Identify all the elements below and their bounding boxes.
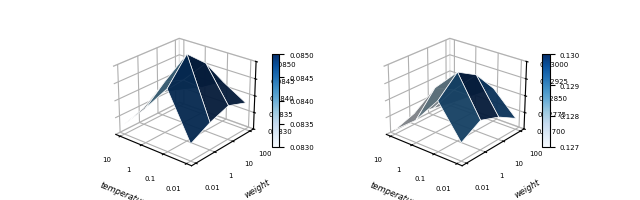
X-axis label: temperature: temperature [369,179,420,200]
Y-axis label: weight: weight [513,177,542,199]
X-axis label: temperature: temperature [98,179,150,200]
Y-axis label: weight: weight [243,177,271,199]
